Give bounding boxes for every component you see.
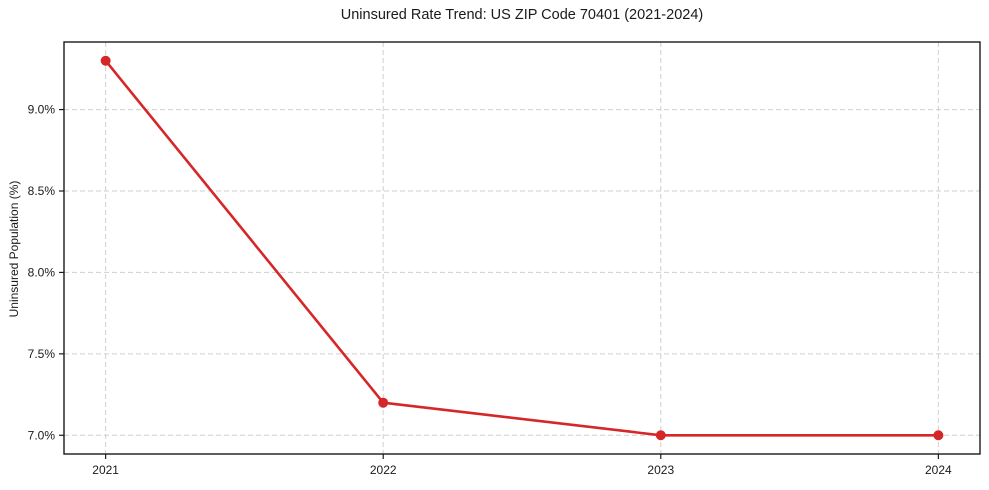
data-point-2023[interactable] [655,430,666,441]
y-tick-label: 7.5% [28,347,56,361]
data-line-uninsured-rate [104,59,940,437]
x-tick-label: 2023 [647,463,674,477]
chart-title: Uninsured Rate Trend: US ZIP Code 70401 … [340,7,704,23]
data-point-2022[interactable] [378,397,389,408]
x-tick-label: 2021 [92,463,119,477]
x-tick-label: 2024 [925,463,952,477]
y-axis-label: Uninsured Population (%) [7,180,21,318]
x-tick-label: 2022 [370,463,397,477]
plot-area-background [64,42,980,454]
y-tick-label: 9.0% [28,103,56,117]
data-point-2024[interactable] [933,430,944,441]
y-tick-label: 7.0% [28,428,56,442]
axes-border [63,41,981,455]
y-tick-label: 8.0% [28,265,56,279]
y-tick-label: 8.5% [28,184,56,198]
data-point-2021[interactable] [100,55,111,66]
